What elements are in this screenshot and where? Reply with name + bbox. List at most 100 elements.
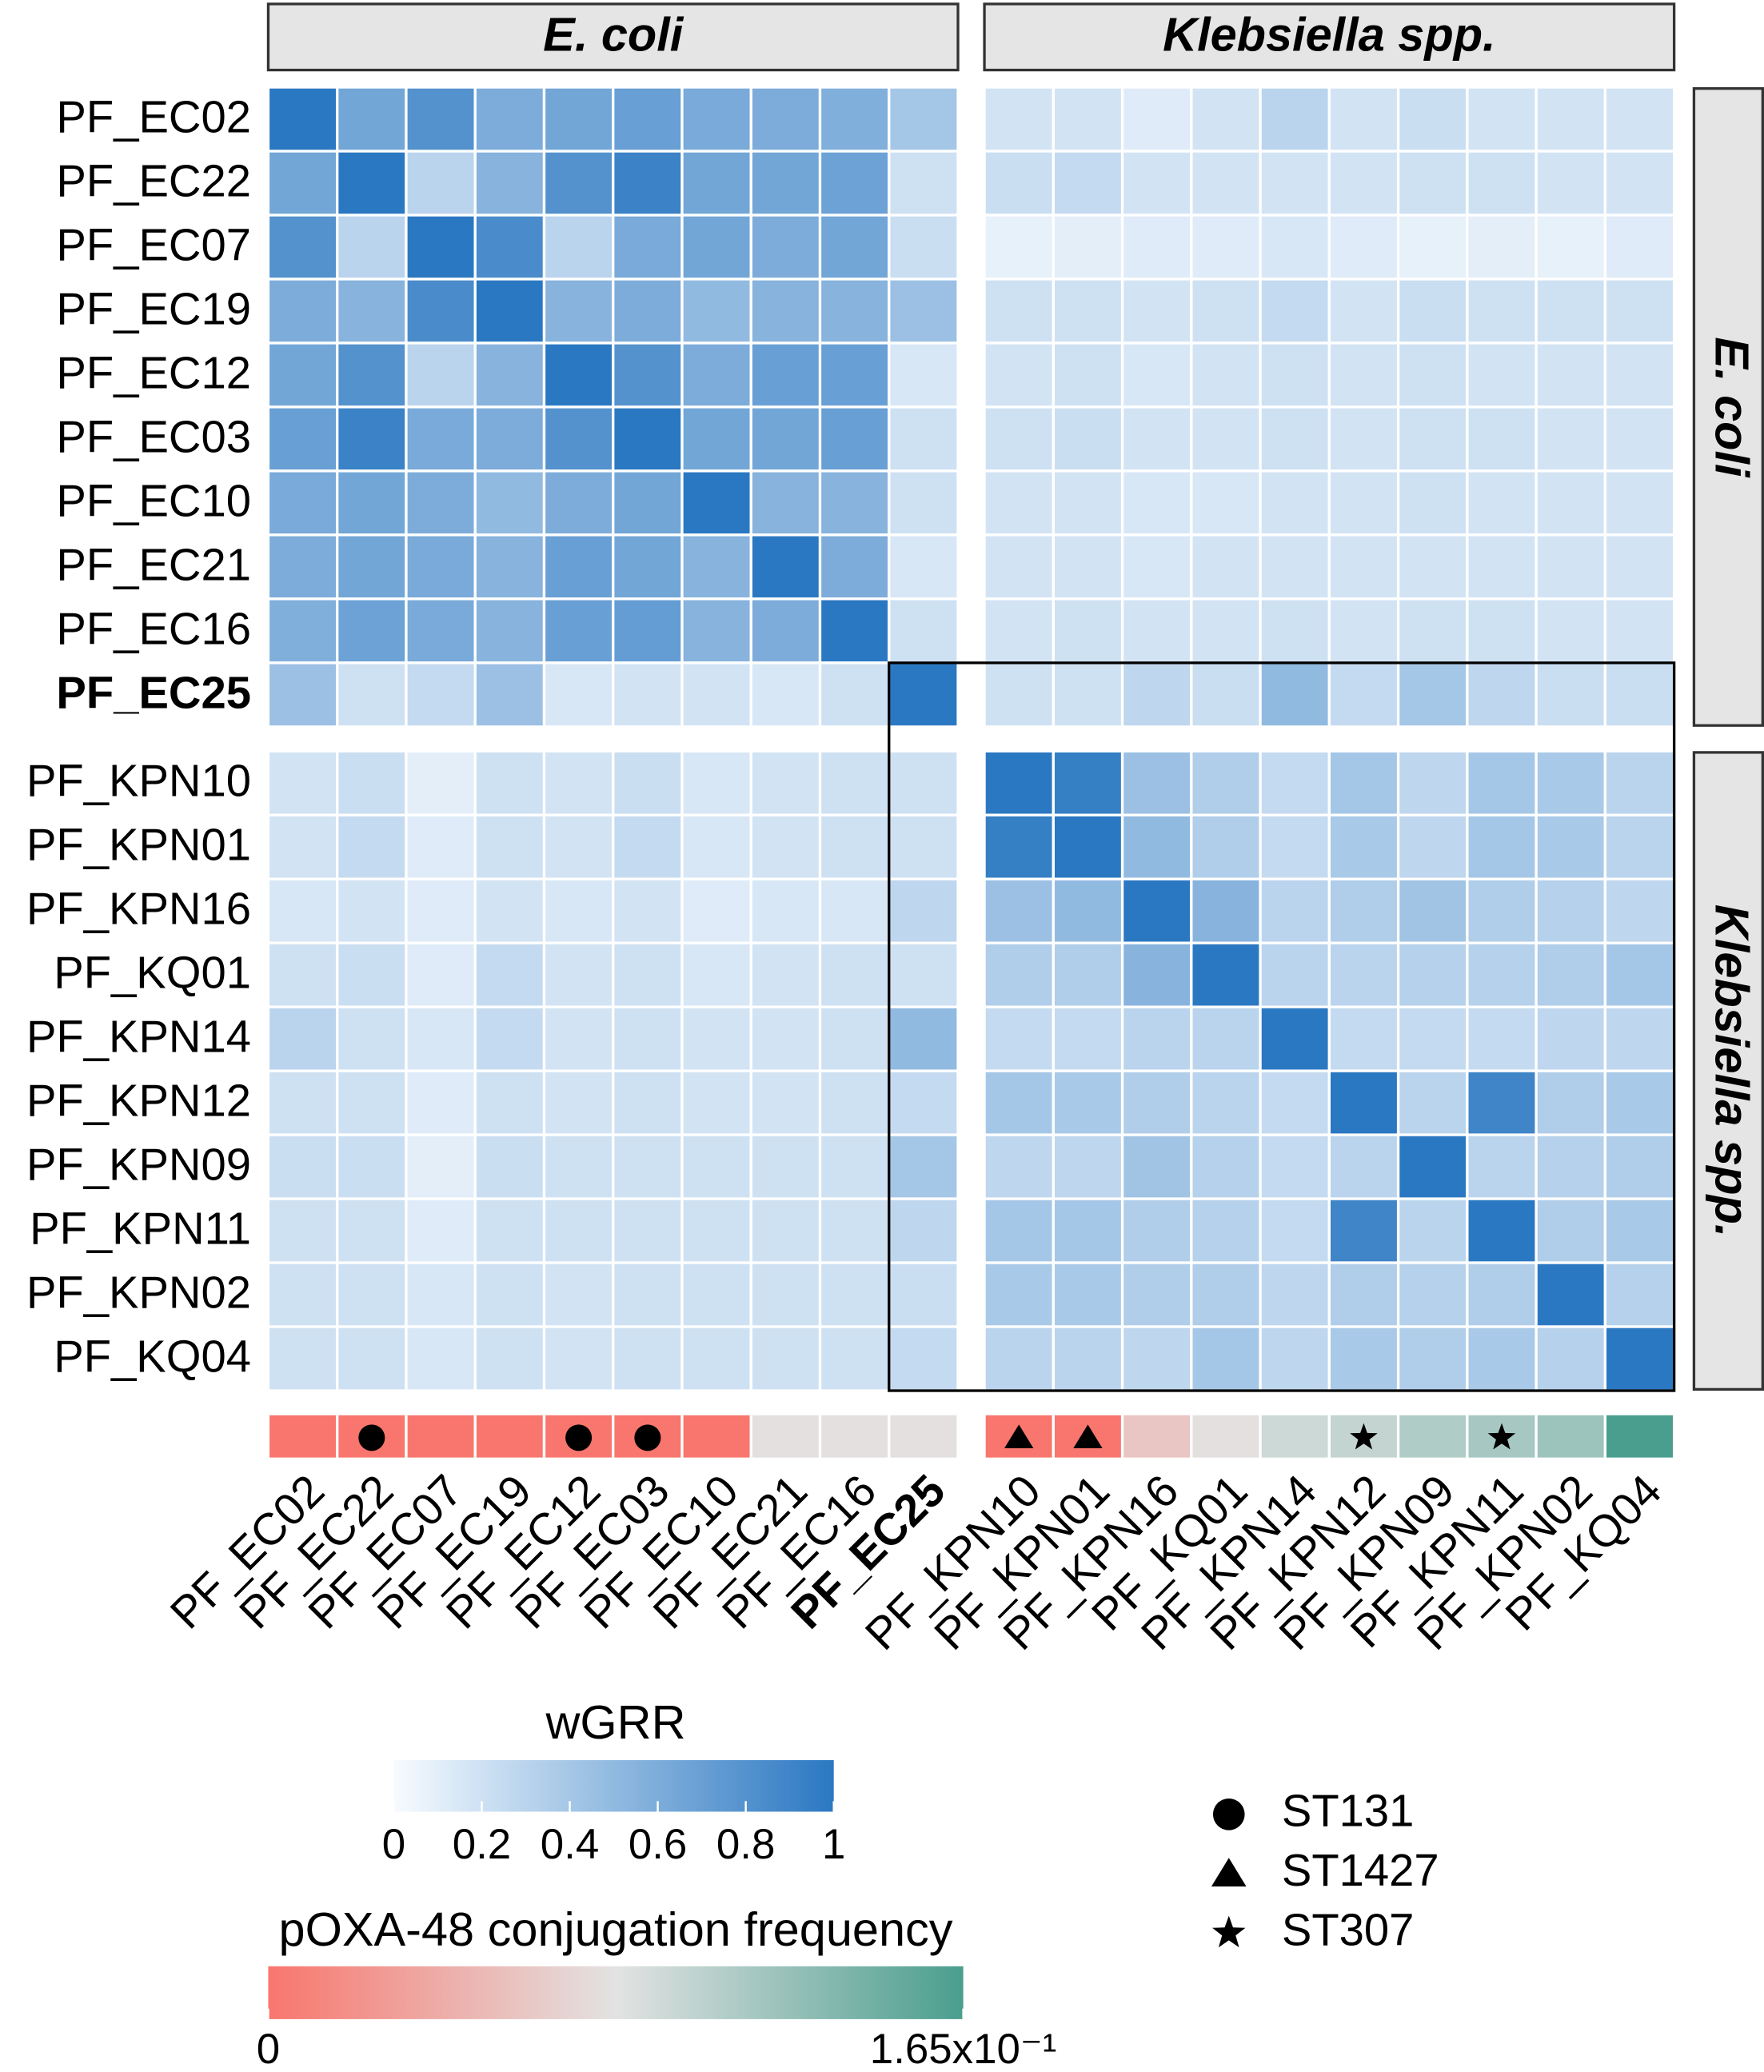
heatmap-cell — [405, 1133, 477, 1200]
heatmap-cell — [1396, 877, 1469, 944]
heatmap-cell — [266, 1069, 339, 1136]
heatmap-cell — [983, 661, 1055, 729]
heatmap-cell — [1603, 661, 1676, 729]
heatmap-cell — [473, 405, 546, 473]
heatmap-cell — [1603, 86, 1676, 153]
heatmap-cell — [1603, 214, 1676, 281]
heatmap-cell — [1327, 1197, 1400, 1264]
heatmap-cell — [266, 1133, 339, 1200]
heatmap-cell — [680, 597, 752, 665]
heatmap-cell — [1466, 597, 1538, 665]
heatmap-cell — [680, 533, 752, 601]
heatmap-cell — [1259, 533, 1331, 601]
heatmap-cell — [888, 214, 960, 281]
heatmap-cell — [542, 941, 615, 1008]
heatmap-cell — [405, 1005, 477, 1072]
heatmap-cell — [1603, 150, 1676, 217]
heatmap-cell — [542, 533, 615, 601]
heatmap-cell — [680, 86, 752, 153]
colorbar-tick-label: 0.8 — [716, 1821, 775, 1868]
heatmap-cell — [1327, 86, 1400, 153]
heatmap-cell — [1396, 214, 1469, 281]
heatmap-cell — [1603, 877, 1676, 944]
heatmap-cell — [1190, 1005, 1262, 1072]
heatmap-cell — [1259, 1069, 1331, 1136]
conjugation-cell — [1535, 1412, 1607, 1460]
heatmap-cell — [680, 277, 752, 345]
heatmap-cell — [1120, 661, 1193, 729]
heatmap-cell — [1190, 813, 1262, 880]
heatmap-cell — [818, 469, 891, 537]
conjugation-cell — [1259, 1412, 1331, 1460]
heatmap-cell — [473, 813, 546, 880]
colorbar-tick-label: 0 — [382, 1821, 405, 1868]
heatmap-cell — [1327, 1133, 1400, 1200]
heatmap-cell — [336, 941, 408, 1008]
heatmap-cell — [1327, 877, 1400, 944]
heatmap-cell — [1466, 341, 1538, 409]
row-strip — [1692, 751, 1764, 1391]
heatmap-cell — [612, 597, 684, 665]
heatmap-cell — [1396, 1005, 1469, 1072]
heatmap-cell — [612, 277, 684, 345]
heatmap-cell — [1603, 405, 1676, 473]
heatmap-cell — [749, 597, 822, 665]
heatmap-cell — [1603, 1261, 1676, 1328]
heatmap-cell — [405, 661, 477, 729]
heatmap-cell — [888, 1197, 960, 1264]
heatmap-cell — [1190, 1197, 1262, 1264]
heatmap-cell — [473, 1133, 546, 1200]
heatmap-cell — [1396, 597, 1469, 665]
heatmap-cell — [612, 341, 684, 409]
heatmap-cell — [612, 214, 684, 281]
heatmap-cell — [680, 749, 752, 816]
heatmap-cell — [1535, 1069, 1607, 1136]
heatmap-cell — [1120, 533, 1193, 601]
heatmap-cell — [542, 405, 615, 473]
heatmap-cell — [266, 469, 339, 537]
heatmap-cell — [749, 277, 822, 345]
heatmap-cell — [749, 661, 822, 729]
heatmap-cell — [888, 150, 960, 217]
heatmap-cell — [1052, 749, 1124, 816]
heatmap-cell — [888, 877, 960, 944]
heatmap-cell — [1535, 86, 1607, 153]
heatmap-cell — [612, 941, 684, 1008]
heatmap-cell — [1120, 941, 1193, 1008]
heatmap-cell — [473, 214, 546, 281]
heatmap-cell — [983, 877, 1055, 944]
colorbar — [268, 1966, 964, 2019]
heatmap-cell — [266, 813, 339, 880]
legend-symbol — [1212, 1915, 1246, 1948]
heatmap-cell — [818, 749, 891, 816]
heatmap-cell — [983, 533, 1055, 601]
heatmap-cell — [612, 533, 684, 601]
strip-label: Klebsiella spp. — [1706, 904, 1759, 1237]
heatmap-cell — [1327, 661, 1400, 729]
heatmap-cell — [1603, 277, 1676, 345]
heatmap-cell — [1259, 277, 1331, 345]
heatmap-cell — [405, 533, 477, 601]
heatmap-cell — [818, 1261, 891, 1328]
heatmap-cell — [1603, 533, 1676, 601]
heatmap-cell — [818, 533, 891, 601]
heatmap-cell — [983, 749, 1055, 816]
heatmap-cell — [1190, 597, 1262, 665]
heatmap-cell — [818, 405, 891, 473]
heatmap-cell — [1190, 749, 1262, 816]
heatmap-cell — [1466, 533, 1538, 601]
heatmap-cell — [749, 749, 822, 816]
heatmap-cell — [1120, 1005, 1193, 1072]
colorbar-tick-label: 0 — [257, 2026, 280, 2072]
heatmap-cell — [680, 1325, 752, 1392]
st-marker — [565, 1424, 593, 1451]
heatmap-cell — [1535, 277, 1607, 345]
heatmap-cell — [266, 214, 339, 281]
heatmap-cell — [266, 1261, 339, 1328]
heatmap-cell — [473, 1261, 546, 1328]
column-strip — [266, 2, 960, 72]
st-marker — [1350, 1423, 1378, 1450]
heatmap-cell — [818, 1133, 891, 1200]
heatmap-cell — [1396, 749, 1469, 816]
heatmap-cell — [1466, 941, 1538, 1008]
